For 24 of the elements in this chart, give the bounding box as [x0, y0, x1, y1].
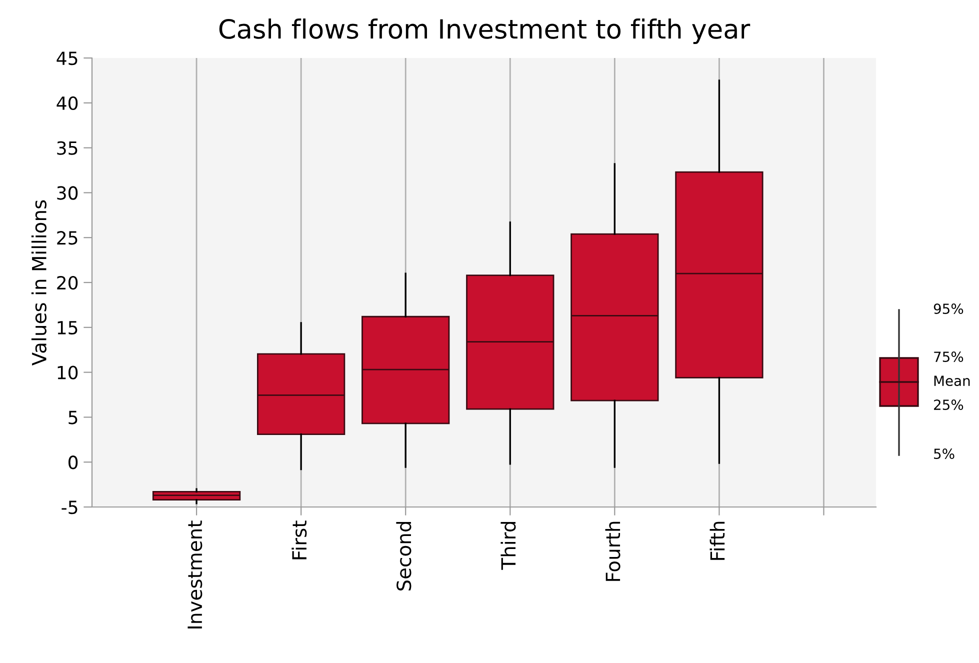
y-tick-label: 45	[56, 52, 78, 66]
x-tick-label: Fifth	[710, 522, 725, 560]
x-tick-label: Investment	[188, 520, 202, 628]
x-tick-label: Second	[396, 522, 412, 590]
text: 5%	[934, 448, 954, 460]
y-axis-title: Values in Millions	[31, 200, 47, 366]
y-tick-label: 35	[57, 141, 78, 155]
y-tick-label: 30	[57, 186, 78, 200]
text: Mean	[934, 376, 970, 386]
x-tick-label: Fourth	[605, 522, 620, 581]
text: 75%	[934, 352, 964, 362]
text: 95%	[934, 304, 964, 314]
text: 25%	[934, 400, 964, 410]
y-tick-label: -5	[62, 500, 78, 514]
y-tick-label: 15	[58, 321, 78, 335]
y-tick-label: 40	[56, 96, 78, 110]
chart-title: Cash flows from Investment to fifth year	[219, 18, 750, 44]
x-tick-label: Third	[500, 522, 516, 570]
y-tick-label: 5	[68, 410, 78, 424]
y-tick-label: 25	[57, 231, 78, 245]
x-tick-label: First	[292, 520, 307, 560]
y-tick-label: 0	[68, 456, 78, 470]
y-tick-label: 20	[57, 276, 78, 290]
y-tick-label: 10	[58, 366, 78, 380]
